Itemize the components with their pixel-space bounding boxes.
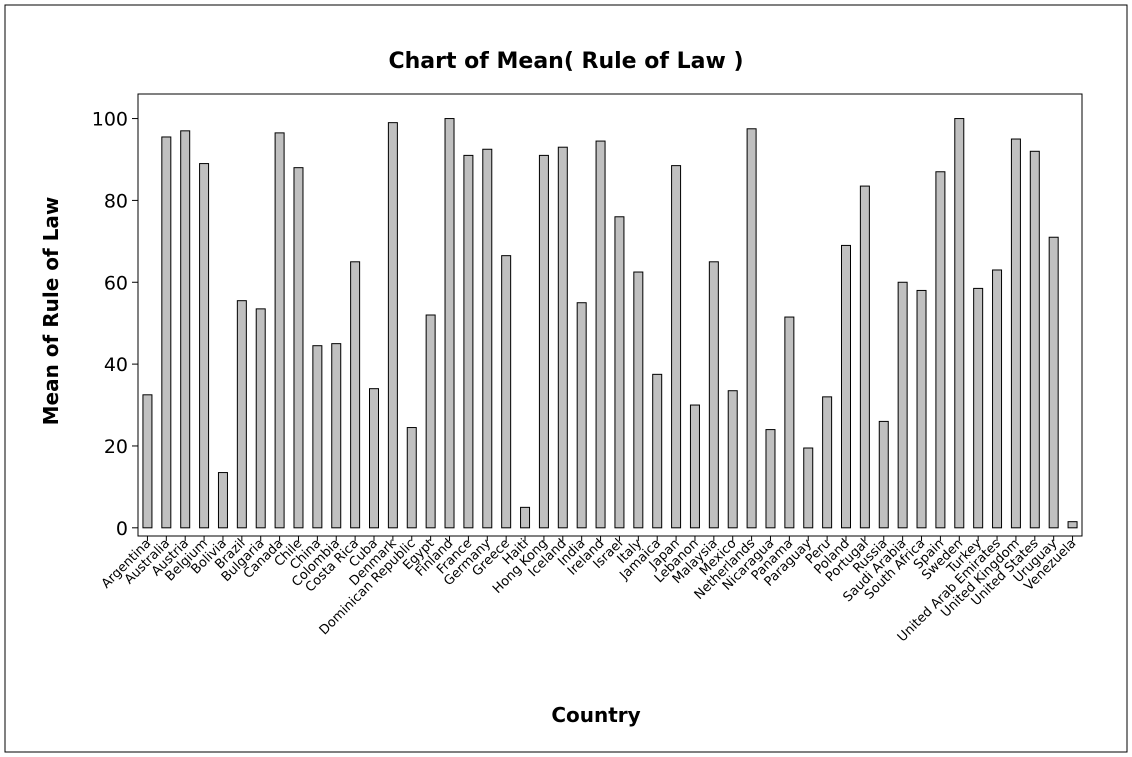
bar <box>614 216 625 529</box>
bar <box>878 420 889 529</box>
bar <box>255 308 266 529</box>
bar <box>482 148 493 529</box>
bar <box>992 269 1003 529</box>
bar <box>274 132 285 529</box>
bar <box>312 345 323 529</box>
x-axis-label: Country <box>551 703 640 727</box>
bar <box>746 128 757 529</box>
bar <box>897 281 908 529</box>
bar <box>180 130 191 529</box>
bar <box>822 396 833 529</box>
bar <box>935 171 946 529</box>
bar <box>217 472 228 529</box>
y-tick-label: 100 <box>92 109 128 131</box>
bar <box>1029 150 1040 529</box>
bar <box>708 261 719 529</box>
bar <box>916 289 927 529</box>
y-tick-label: 40 <box>104 354 128 376</box>
bar <box>595 140 606 529</box>
bar <box>538 154 549 529</box>
bar <box>765 429 776 529</box>
plot-area <box>137 93 1083 537</box>
bar <box>784 316 795 529</box>
bar <box>671 165 682 529</box>
bar <box>425 314 436 529</box>
bar <box>444 118 455 529</box>
bar <box>803 447 814 529</box>
bar <box>161 136 172 529</box>
bar <box>387 122 398 529</box>
bar <box>954 118 965 529</box>
bar <box>633 271 644 529</box>
bar <box>293 167 304 529</box>
bar <box>727 390 738 529</box>
bar <box>331 343 342 529</box>
chart-title: Chart of Mean( Rule of Law ) <box>388 49 743 74</box>
bar <box>973 287 984 529</box>
bar <box>689 404 700 529</box>
bar <box>576 302 587 529</box>
bar <box>520 506 531 529</box>
bar <box>369 388 379 529</box>
bar <box>501 255 512 529</box>
bar <box>652 373 663 529</box>
bar <box>841 244 851 529</box>
bar <box>463 154 474 529</box>
y-tick-label: 60 <box>104 272 128 294</box>
bar <box>1010 138 1021 529</box>
bar <box>350 261 361 529</box>
bar <box>1048 236 1059 529</box>
y-tick-label: 20 <box>104 436 128 458</box>
y-tick-label: 0 <box>116 518 128 540</box>
y-axis-label: Mean of Rule of Law <box>39 197 63 426</box>
bar <box>236 300 247 529</box>
bar <box>406 427 417 529</box>
bar <box>199 163 210 529</box>
bar <box>557 146 568 529</box>
y-tick-label: 80 <box>104 190 128 212</box>
bar <box>1067 521 1078 529</box>
bar <box>142 394 153 529</box>
bar <box>859 185 870 529</box>
